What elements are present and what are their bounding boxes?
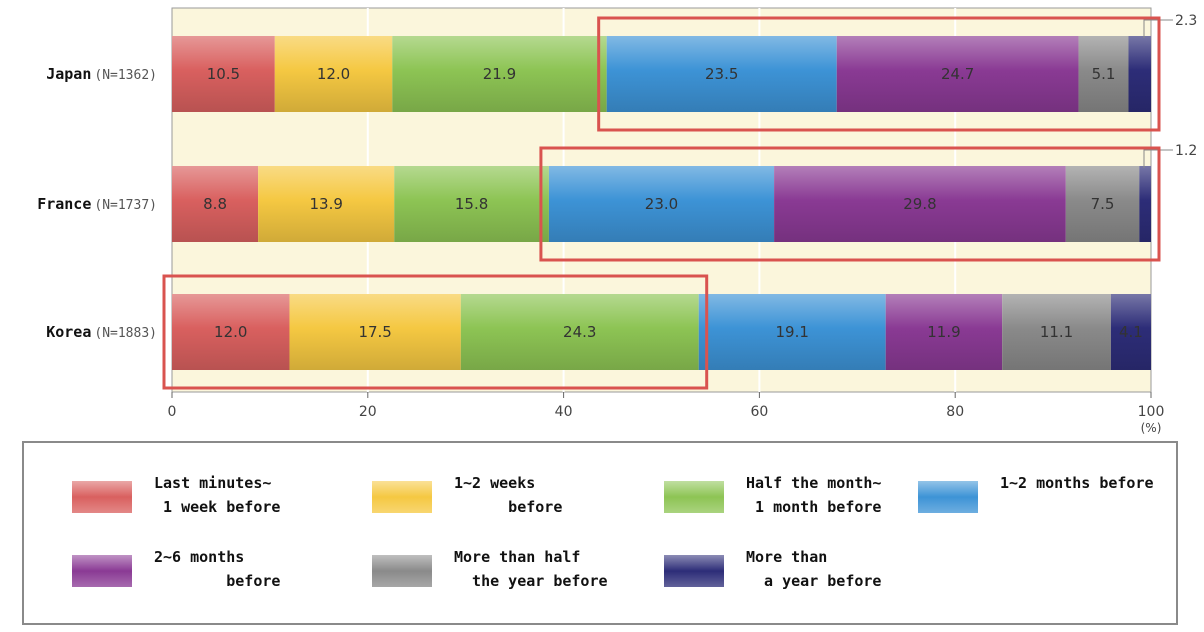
data-label: 21.9 [483,65,516,83]
legend-label: More than half the year before [454,548,608,590]
bar-segment [698,294,886,370]
bar-segment [1002,294,1111,370]
legend-item-1-2-months: 1~2 months before [918,471,1154,513]
highlight-box [162,274,709,390]
legend-item-year: More than a year before [664,545,881,593]
x-unit-label: (%) [1141,421,1162,435]
x-tick-label: 100 [1138,404,1165,420]
x-tick-label: 40 [555,404,573,420]
bar-segment [172,36,275,112]
bar-segment [172,166,259,242]
category-label: Korea (N=1883) [46,323,157,341]
legend-swatch [372,481,432,513]
category-name: Japan [46,65,91,83]
legend-item-half-year: More than half the year before [372,545,608,593]
data-label: 8.8 [203,195,227,213]
category-sublabel: (N=1737) [94,198,157,213]
bar-segment [258,166,395,242]
legend-swatch [918,481,978,513]
callout-label: 1.2 [1175,143,1197,159]
data-label: 15.8 [455,195,488,213]
data-label: 24.7 [941,65,974,83]
bar-segment [1078,36,1129,112]
bar-segment [289,294,461,370]
callout-leader [1143,19,1173,38]
bar-segment [774,166,1066,242]
category-label: France (N=1737) [37,195,157,213]
legend-label: 1~2 months before [1000,474,1154,492]
bar-segment [885,294,1003,370]
bar-segment [1128,36,1151,112]
data-label: 7.5 [1091,195,1115,213]
bar-segment [394,166,549,242]
data-label: 23.5 [705,65,738,83]
legend-label: 1~2 weeks before [454,474,563,516]
data-label: 4.1 [1119,323,1143,341]
category-sublabel: (N=1883) [94,326,157,341]
stacked-bar-chart: 0 20 40 60 80 100 (%) 10.5 12.0 21.9 23.5 24.7 5.1 Ja… [37,7,1197,435]
bar-segment [460,294,699,370]
highlight-box [597,16,1161,132]
legend-label: Half the month~ 1 month before [746,474,882,516]
data-label: 5.1 [1092,65,1116,83]
x-tick-label: 80 [946,404,964,420]
data-label: 17.5 [358,323,391,341]
bar-segment [172,294,290,370]
legend-item-1-2-weeks: 1~2 weeks before [372,471,562,519]
bar-segment [606,36,837,112]
legend-label: 2~6 months before [154,548,281,590]
data-label: 19.1 [775,323,808,341]
x-tick-label: 0 [168,404,177,420]
category-name: Korea [46,323,91,341]
data-label: 11.9 [927,323,960,341]
callout-label: 2.3 [1175,13,1197,29]
data-label: 11.1 [1040,323,1073,341]
bar-segment [1110,294,1151,370]
bar-segment [1139,166,1151,242]
legend-item-1-month: Half the month~ 1 month before [664,471,881,519]
data-label: 24.3 [563,323,596,341]
bar-segment [274,36,393,112]
legend-label: More than a year before [746,548,882,590]
category-sublabel: (N=1362) [94,68,157,83]
data-label: 10.5 [207,65,240,83]
x-tick-label: 60 [750,404,768,420]
data-label: 23.0 [645,195,678,213]
chart-legend: Last minutes~ 1 week before 1~2 weeks be… [22,441,1178,625]
legend-swatch [72,555,132,587]
chart-svg: 0 20 40 60 80 100(%) 10.5 12.0 21.9 23.5 24.7 5.1 Ja… [37,7,1197,435]
legend-swatch [372,555,432,587]
bar-segment [836,36,1079,112]
legend-item-2-6-months: 2~6 months before [72,545,280,593]
legend-item-1-week: Last minutes~ 1 week before [72,471,280,519]
legend-swatch [72,481,132,513]
highlight-box [539,146,1161,262]
bar-segment [1065,166,1140,242]
data-label: 29.8 [903,195,936,213]
category-label: Japan (N=1362) [46,65,157,83]
data-label: 12.0 [214,323,247,341]
legend-swatch [664,555,724,587]
bar-segment [548,166,775,242]
legend-label: Last minutes~ 1 week before [154,474,281,516]
legend-swatch [664,481,724,513]
callout-leader [1143,149,1173,168]
data-label: 12.0 [317,65,350,83]
data-label: 13.9 [309,195,342,213]
category-name: France [37,195,91,213]
x-tick-label: 20 [359,404,377,420]
bar-segment [392,36,607,112]
